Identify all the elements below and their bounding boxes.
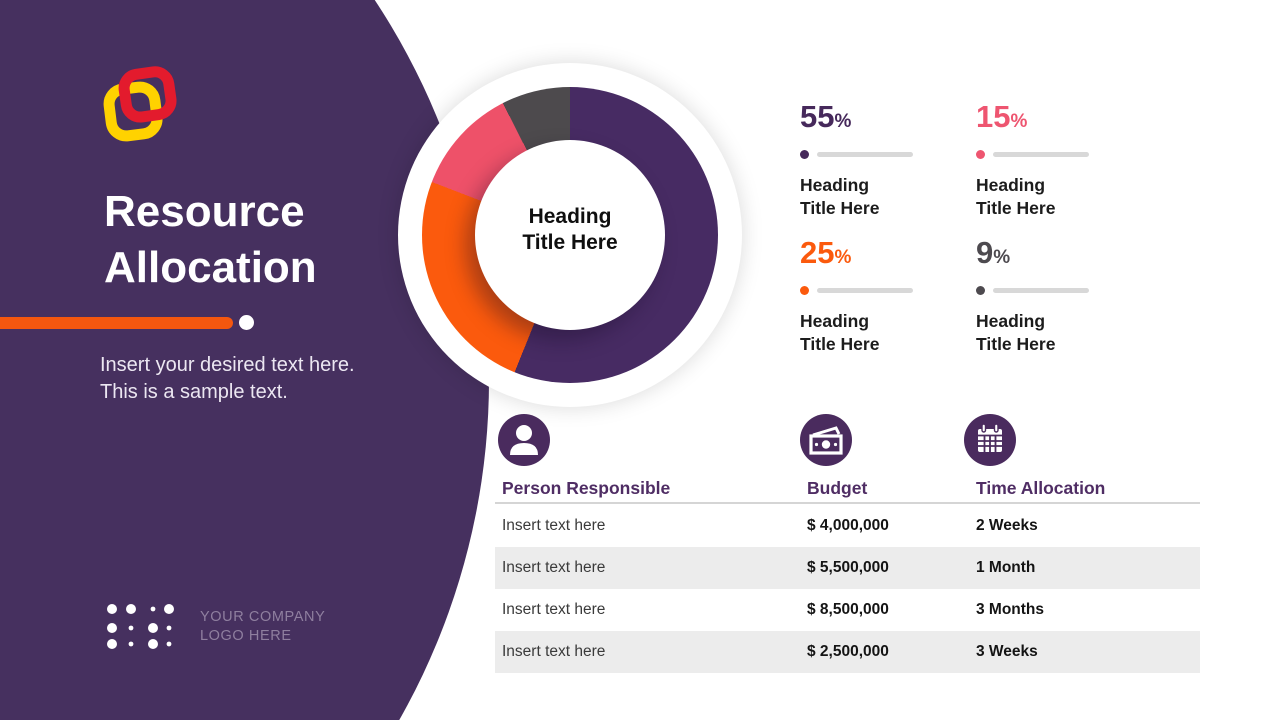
- column-header-time: Time Allocation: [976, 478, 1106, 498]
- column-header-person: Person Responsible: [502, 478, 671, 498]
- table-row: Insert text here $ 4,000,000 2 Weeks: [495, 505, 1200, 547]
- table-row: Insert text here $ 2,500,000 3 Weeks: [495, 631, 1200, 673]
- company-line-1: YOUR COMPANY: [200, 609, 326, 625]
- stat-track: [817, 288, 913, 293]
- cell-budget: $ 8,500,000: [807, 601, 889, 618]
- brand-logo-icon: [103, 66, 177, 142]
- company-dots-logo-icon: [107, 604, 174, 649]
- cell-person: Insert text here: [502, 643, 606, 660]
- allocation-table: Person Responsible Budget Time Allocatio…: [495, 410, 1200, 673]
- cell-budget: $ 2,500,000: [807, 643, 889, 660]
- stat-value: 55%: [800, 99, 852, 134]
- table-row: Insert text here $ 5,500,000 1 Month: [495, 547, 1200, 589]
- money-icon: [800, 414, 852, 466]
- donut-center: Heading Title Here: [475, 140, 665, 330]
- cell-time: 3 Weeks: [976, 643, 1038, 660]
- stat-dot: [800, 150, 809, 159]
- donut-title-line-2: Title Here: [522, 231, 618, 254]
- slide-description: Insert your desired text here. This is a…: [100, 352, 355, 406]
- sidebar-panel: [0, 0, 489, 720]
- company-logo-text: YOUR COMPANY LOGO HERE: [200, 608, 325, 646]
- cell-person: Insert text here: [502, 601, 606, 618]
- accent-underline: [0, 317, 233, 329]
- stat-dot: [800, 286, 809, 295]
- company-line-2: LOGO HERE: [200, 628, 292, 644]
- stat-value: 15%: [976, 99, 1028, 134]
- cell-time: 2 Weeks: [976, 517, 1038, 534]
- donut-center-title: Heading Title Here: [522, 204, 617, 256]
- stat-block-15: 15% Heading Title Here: [976, 100, 1126, 220]
- stat-dot: [976, 286, 985, 295]
- stat-title: Heading Title Here: [800, 175, 880, 218]
- cell-person: Insert text here: [502, 559, 606, 576]
- slide-title: Resource Allocation: [104, 187, 317, 292]
- stat-track: [817, 152, 913, 157]
- cell-budget: $ 5,500,000: [807, 559, 889, 576]
- stat-progress: [976, 150, 1126, 159]
- stat-value: 25%: [800, 235, 852, 270]
- stat-title: Heading Title Here: [976, 311, 1056, 354]
- table-row: Insert text here $ 8,500,000 3 Months: [495, 589, 1200, 631]
- stat-dot: [976, 150, 985, 159]
- accent-dot: [239, 315, 254, 330]
- donut-title-line-1: Heading: [528, 205, 612, 228]
- column-header-budget: Budget: [807, 478, 868, 498]
- stat-track: [993, 288, 1089, 293]
- cell-time: 3 Months: [976, 601, 1045, 618]
- stat-progress: [800, 150, 950, 159]
- header-divider: [495, 502, 1200, 504]
- description-line-2: This is a sample text.: [100, 381, 288, 403]
- stat-value: 9%: [976, 235, 1011, 270]
- stat-title: Heading Title Here: [976, 175, 1056, 218]
- stat-title: Heading Title Here: [800, 311, 880, 354]
- stat-block-25: 25% Heading Title Here: [800, 236, 950, 356]
- cell-person: Insert text here: [502, 517, 606, 534]
- stat-track: [993, 152, 1089, 157]
- person-icon: [498, 414, 550, 466]
- description-line-1: Insert your desired text here.: [100, 354, 355, 376]
- stat-block-9: 9% Heading Title Here: [976, 236, 1126, 356]
- stat-progress: [976, 286, 1126, 295]
- stat-progress: [800, 286, 950, 295]
- cell-time: 1 Month: [976, 559, 1036, 576]
- stat-block-55: 55% Heading Title Here: [800, 100, 950, 220]
- cell-budget: $ 4,000,000: [807, 517, 889, 534]
- calendar-icon: [964, 414, 1016, 466]
